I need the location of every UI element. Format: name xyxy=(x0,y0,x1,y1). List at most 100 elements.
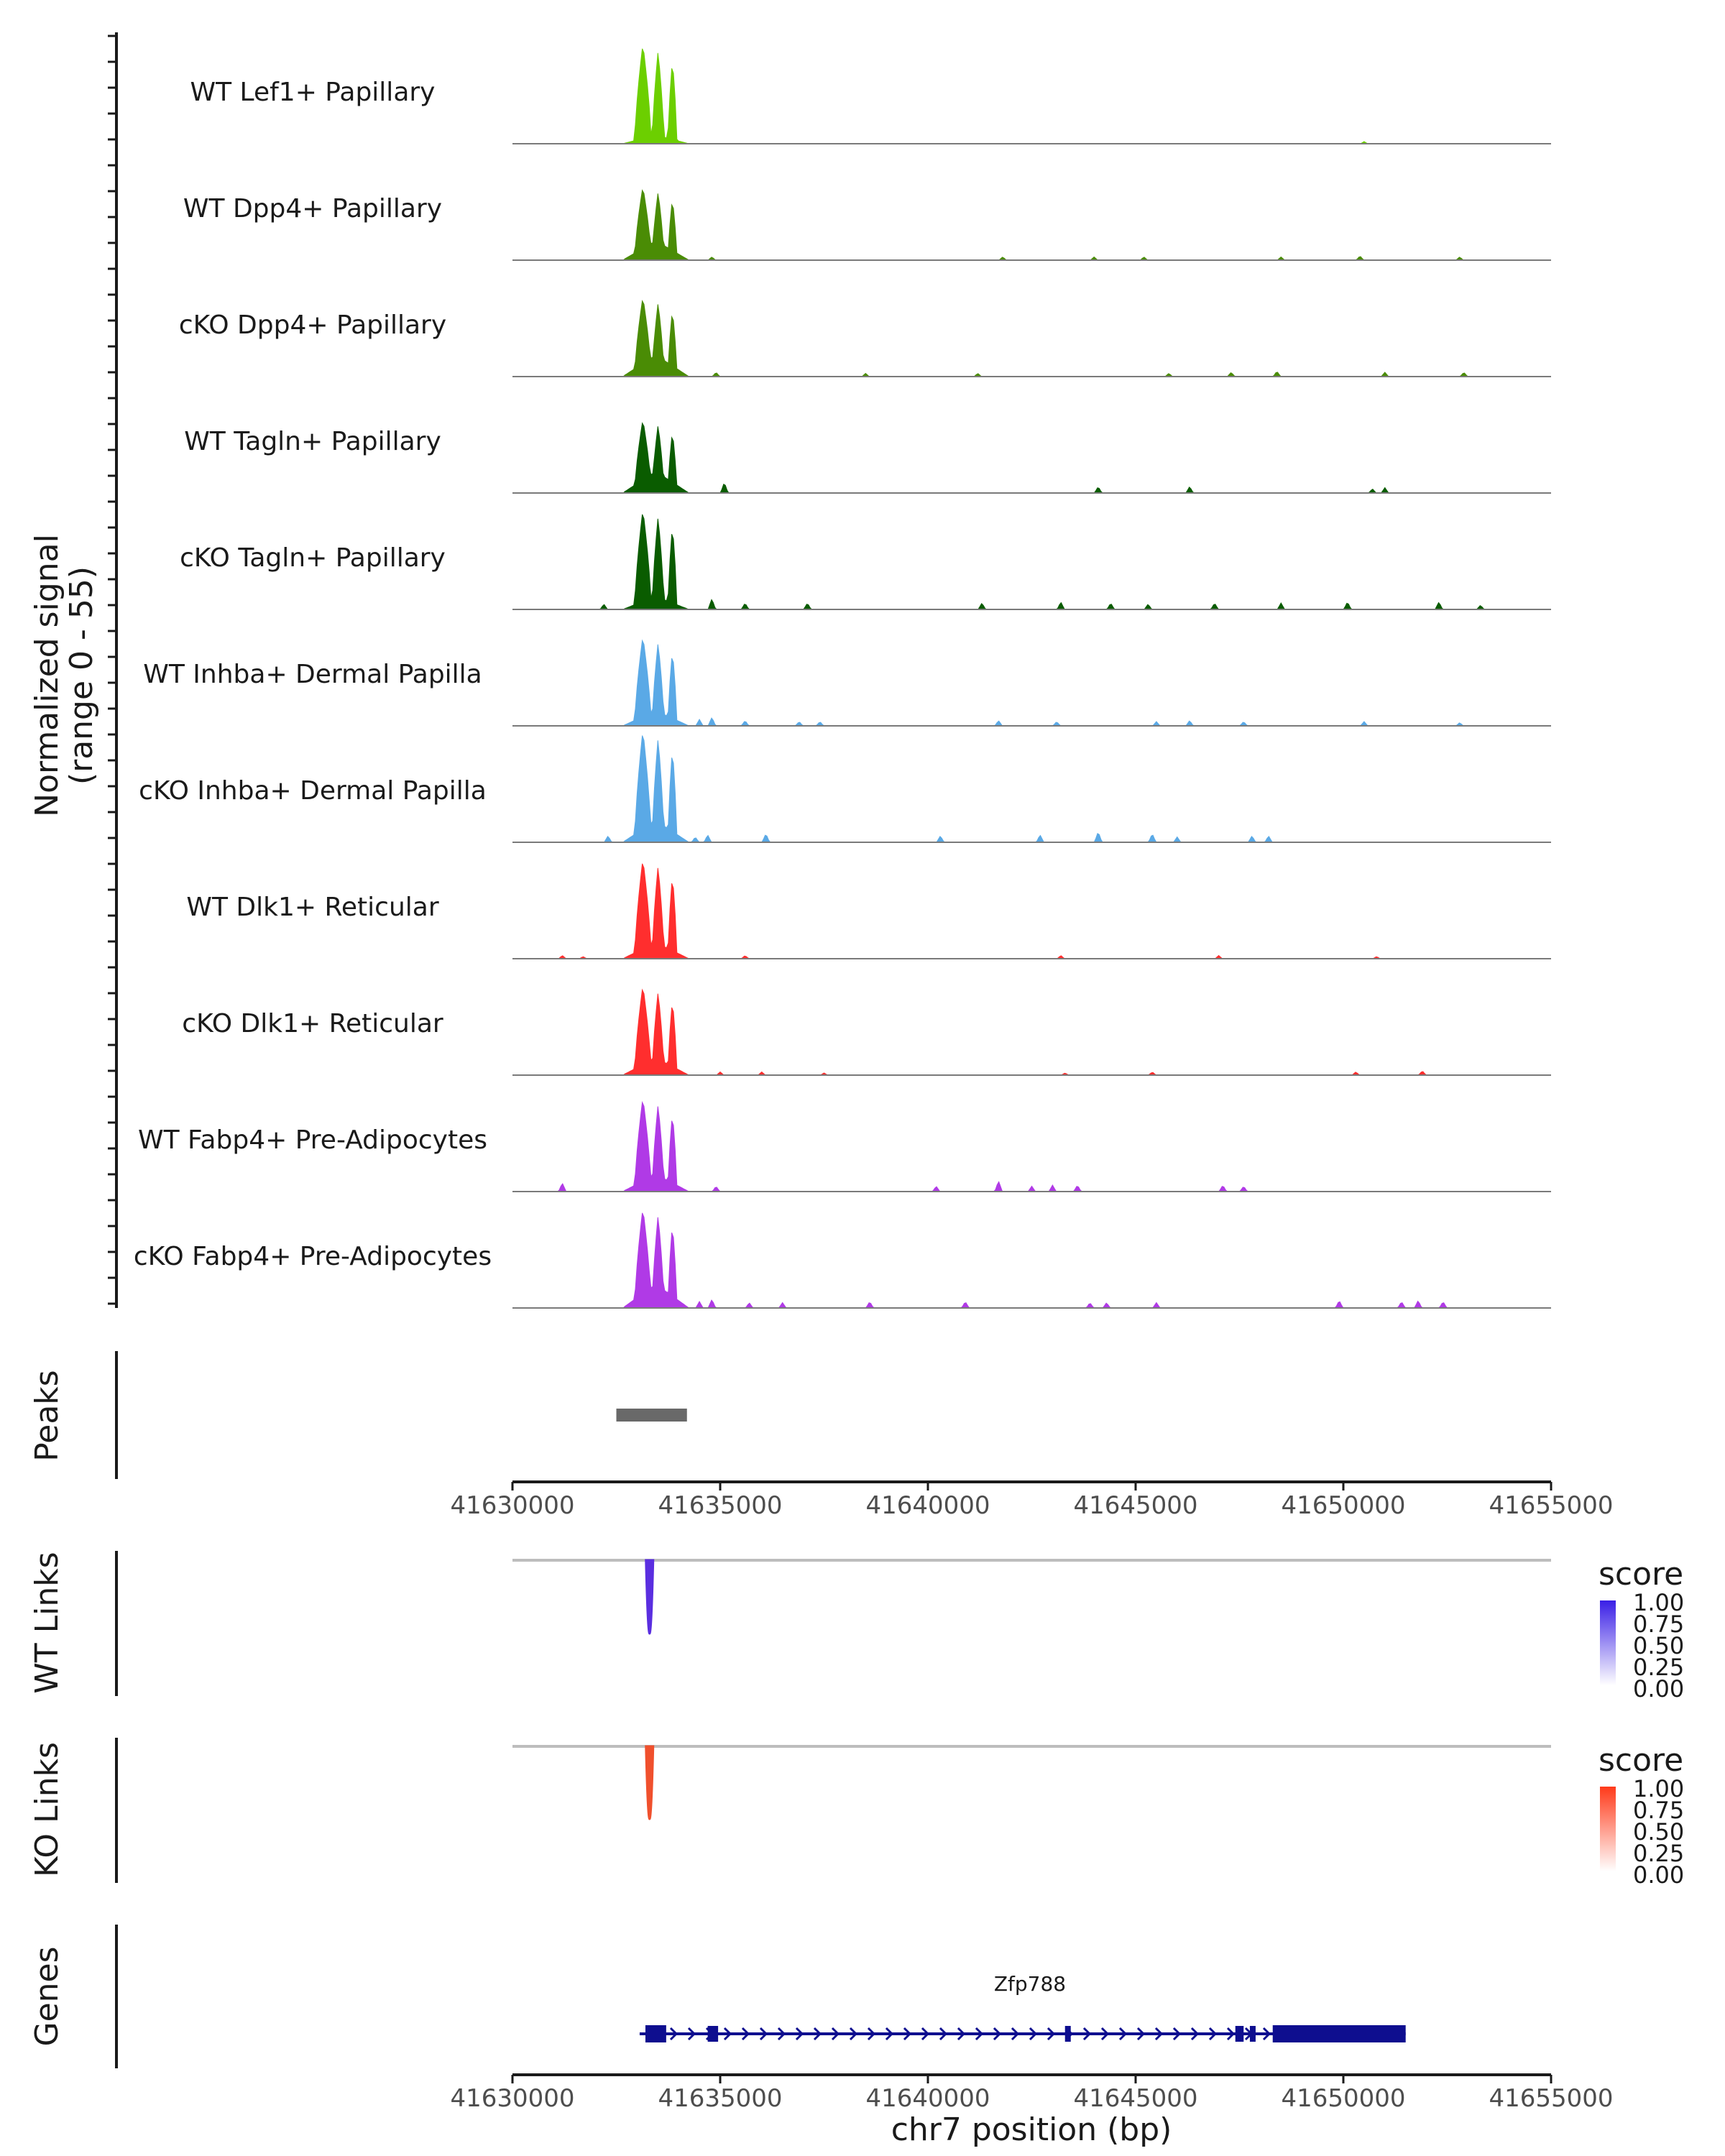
coverage-track: WT Fabp4+ Pre-Adipocytes xyxy=(138,1101,1551,1192)
legend-label: 0.75 xyxy=(1633,1611,1684,1638)
strand-arrow xyxy=(975,2027,984,2041)
gene-exon xyxy=(1235,2026,1244,2042)
track-label: WT Tagln+ Papillary xyxy=(184,427,441,456)
x-tick-label: 41630000 xyxy=(450,1491,574,1520)
gene-exon xyxy=(707,2026,719,2042)
coverage-y-ticks xyxy=(108,34,116,1305)
strand-arrow xyxy=(903,2027,912,2041)
peak-region xyxy=(616,1409,687,1422)
coverage-area xyxy=(512,639,1551,727)
coverage-area xyxy=(512,48,1551,144)
wt-links-label: WT Links xyxy=(29,1552,65,1693)
coverage-track: cKO Inhba+ Dermal Papilla xyxy=(139,735,1551,843)
track-label: WT Lef1+ Papillary xyxy=(190,78,436,107)
strand-arrow xyxy=(921,2027,930,2041)
coverage-track: cKO Dlk1+ Reticular xyxy=(182,988,1551,1076)
legend-label: 0.50 xyxy=(1633,1632,1684,1659)
strand-arrow xyxy=(669,2027,678,2041)
genes-label: Genes xyxy=(29,1946,65,2046)
peaks-label: Peaks xyxy=(29,1370,65,1461)
strand-arrow xyxy=(759,2027,768,2041)
strand-arrow xyxy=(939,2027,948,2041)
track-label: WT Dlk1+ Reticular xyxy=(186,893,438,922)
strand-arrow xyxy=(741,2027,750,2041)
coverage-track: cKO Dpp4+ Papillary xyxy=(179,300,1551,377)
strand-arrow xyxy=(867,2027,876,2041)
link-arc xyxy=(645,1559,655,1635)
strand-arrow xyxy=(957,2027,966,2041)
strand-arrow xyxy=(1118,2027,1128,2041)
gene-exon xyxy=(645,2025,666,2042)
coverage-area xyxy=(512,189,1551,261)
strand-arrow xyxy=(1046,2027,1056,2041)
track-label: cKO Dpp4+ Papillary xyxy=(179,310,446,340)
strand-arrow xyxy=(1226,2027,1236,2041)
legend-label: 1.00 xyxy=(1633,1589,1684,1616)
coverage-track: WT Dpp4+ Papillary xyxy=(183,189,1551,261)
x-tick-label: 41640000 xyxy=(865,2084,990,2113)
track-label: WT Inhba+ Dermal Papilla xyxy=(143,660,482,689)
coverage-area xyxy=(512,422,1551,494)
genes-panel: Zfp788 xyxy=(639,1972,1406,2042)
coverage-area xyxy=(512,988,1551,1076)
strand-arrow xyxy=(723,2027,732,2041)
legend-label: 0.50 xyxy=(1633,1818,1684,1846)
coverage-track: WT Tagln+ Papillary xyxy=(184,422,1551,494)
ko-links-panel xyxy=(512,1745,1551,1820)
track-label: WT Fabp4+ Pre-Adipocytes xyxy=(138,1125,487,1155)
legend-label: 0.00 xyxy=(1633,1861,1684,1889)
x-tick-label: 41635000 xyxy=(658,2084,782,2113)
track-label: cKO Fabp4+ Pre-Adipocytes xyxy=(134,1242,492,1271)
x-tick-label: 41645000 xyxy=(1073,1491,1197,1520)
strand-arrow xyxy=(813,2027,822,2041)
strand-arrow xyxy=(1172,2027,1182,2041)
coverage-area xyxy=(512,863,1551,959)
track-label: cKO Inhba+ Dermal Papilla xyxy=(139,776,487,806)
coverage-track: WT Inhba+ Dermal Papilla xyxy=(143,639,1551,727)
strand-arrow xyxy=(1029,2027,1038,2041)
track-label: WT Dpp4+ Papillary xyxy=(183,194,442,224)
legend-label: 0.25 xyxy=(1633,1654,1684,1681)
x-tick-label: 41640000 xyxy=(865,1491,990,1520)
y-axis-title-line2: (range 0 - 55) xyxy=(63,566,100,785)
coverage-tracks: WT Lef1+ Papillary WT Dpp4+ Papillary cKO … xyxy=(134,48,1551,1309)
coverage-area xyxy=(512,1101,1551,1192)
strand-arrow xyxy=(831,2027,840,2041)
gene-name: Zfp788 xyxy=(994,1972,1066,1996)
track-label: cKO Tagln+ Papillary xyxy=(180,543,446,573)
legend-label: 0.75 xyxy=(1633,1797,1684,1824)
legend-label: 1.00 xyxy=(1633,1775,1684,1802)
x-tick-label: 41630000 xyxy=(450,2084,574,2113)
coverage-area xyxy=(512,514,1551,610)
x-axis-bottom: 41630000 41635000 41640000 41645000 41650000… xyxy=(450,2073,1614,2113)
track-label: cKO Dlk1+ Reticular xyxy=(182,1009,443,1038)
strand-arrow xyxy=(1154,2027,1164,2041)
strand-arrow xyxy=(993,2027,1002,2041)
strand-arrow xyxy=(1100,2027,1110,2041)
x-tick-label: 41655000 xyxy=(1489,1491,1613,1520)
legend-label: 0.00 xyxy=(1633,1675,1684,1703)
coverage-track: WT Dlk1+ Reticular xyxy=(186,863,1551,959)
strand-arrow xyxy=(1011,2027,1020,2041)
strand-arrow xyxy=(1190,2027,1200,2041)
legend-title: score xyxy=(1598,1742,1683,1779)
link-arc xyxy=(645,1745,655,1820)
strand-arrow xyxy=(795,2027,804,2041)
strand-arrow xyxy=(885,2027,894,2041)
strand-arrow xyxy=(1136,2027,1146,2041)
legend-colorbar xyxy=(1600,1787,1616,1871)
x-axis-top: 41630000 41635000 41640000 41645000 41650000… xyxy=(450,1480,1614,1520)
strand-arrow xyxy=(1262,2027,1271,2041)
coverage-track: WT Lef1+ Papillary xyxy=(190,48,1551,144)
peaks-panel xyxy=(616,1409,687,1422)
strand-arrow xyxy=(687,2027,696,2041)
x-tick-label: 41645000 xyxy=(1073,2084,1197,2113)
coverage-area xyxy=(512,735,1551,843)
gene-exon xyxy=(1064,2026,1071,2042)
wt-links-panel xyxy=(512,1559,1551,1635)
gene-exon xyxy=(1272,2025,1406,2042)
legend-label: 0.25 xyxy=(1633,1840,1684,1867)
